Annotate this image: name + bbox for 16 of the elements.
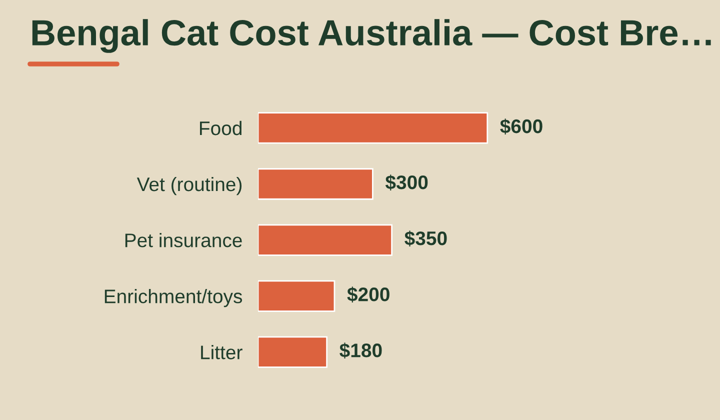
- bar: [258, 336, 328, 368]
- data-label: $180: [340, 342, 382, 359]
- y-tick-label: Enrichment/toys: [104, 289, 242, 308]
- y-tick-label: Litter: [201, 345, 242, 360]
- chart-title: Bengal Cat Cost Australia — Cost Bre…: [32, 19, 711, 53]
- y-tick-label: Food: [200, 120, 242, 136]
- y-tick-label: Pet insurance: [125, 232, 242, 248]
- y-tick-label: Vet (routine): [136, 176, 242, 196]
- data-label: $600: [500, 118, 542, 134]
- data-label: $200: [347, 286, 390, 303]
- bar: [258, 280, 336, 312]
- bar: [258, 224, 392, 256]
- bar: [258, 168, 374, 200]
- data-label: $300: [385, 174, 428, 190]
- bar: [258, 112, 488, 144]
- data-label: $350: [404, 230, 447, 246]
